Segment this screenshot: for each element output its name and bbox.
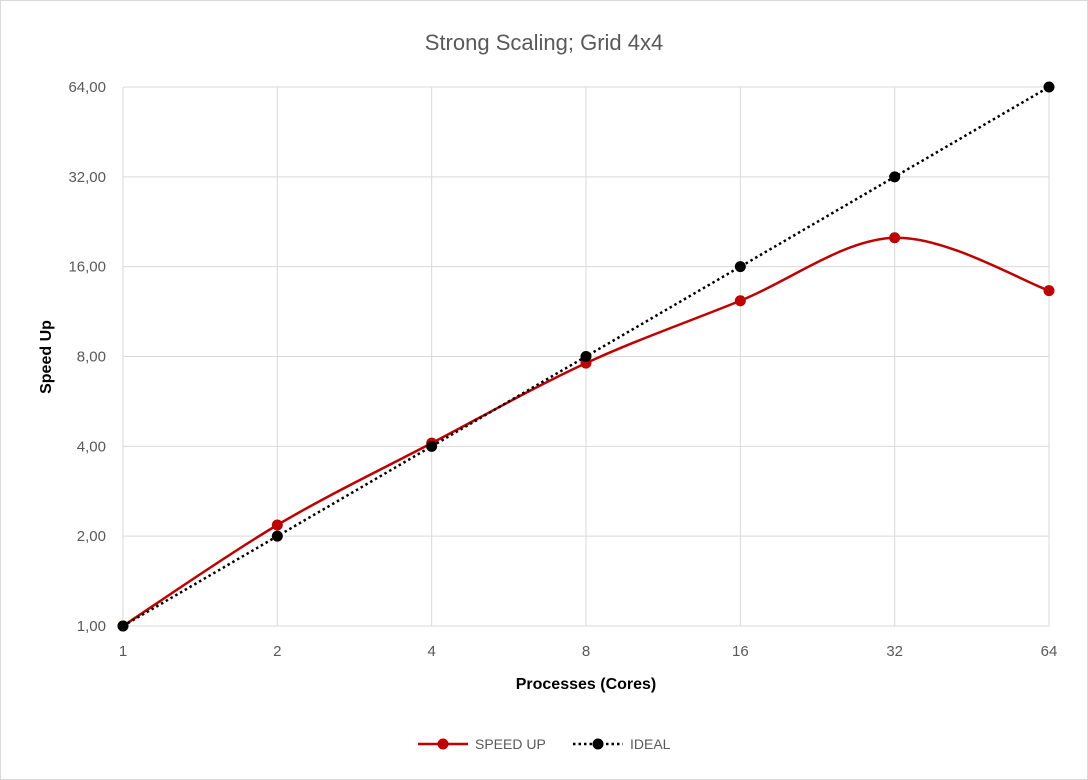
legend: SPEED UP IDEAL	[418, 736, 671, 752]
data-point	[734, 261, 746, 273]
legend-marker	[592, 738, 604, 750]
legend-label: SPEED UP	[475, 736, 546, 752]
chart-title: Strong Scaling; Grid 4x4	[425, 30, 663, 55]
y-tick-label: 8,00	[77, 349, 106, 366]
x-tick-label: 64	[1041, 643, 1058, 660]
data-point	[271, 519, 283, 531]
x-tick-label: 4	[427, 643, 435, 660]
data-point	[426, 440, 438, 452]
data-point	[117, 620, 129, 632]
y-tick-label: 1,00	[77, 618, 106, 635]
y-tick-label: 2,00	[77, 528, 106, 545]
data-point	[1043, 81, 1055, 93]
x-axis-title: Processes (Cores)	[516, 676, 657, 693]
x-tick-label: 1	[119, 643, 127, 660]
data-point	[580, 351, 592, 362]
y-tick-label: 16,00	[68, 259, 106, 276]
y-tick-label: 4,00	[77, 438, 106, 455]
x-tick-label: 32	[886, 643, 903, 660]
legend-marker	[437, 738, 449, 750]
y-axis-title: Speed Up	[38, 320, 55, 394]
legend-item-speed-up: SPEED UP	[418, 736, 546, 752]
legend-item-ideal: IDEAL	[573, 736, 671, 752]
x-tick-label: 8	[582, 643, 590, 660]
data-point	[271, 530, 283, 542]
data-point	[734, 295, 746, 307]
series-group	[117, 81, 1055, 632]
y-tick-label: 32,00	[68, 169, 106, 186]
data-point	[889, 171, 901, 183]
y-tick-label: 64,00	[68, 79, 106, 96]
x-tick-label: 16	[732, 643, 749, 660]
data-point	[889, 232, 901, 244]
x-tick-labels: 1 2 4 8 16 32 64	[119, 643, 1058, 660]
data-point	[1043, 285, 1055, 297]
y-tick-labels: 1,00 2,00 4,00 8,00 16,00 32,00 64,00	[68, 79, 106, 635]
series-ideal	[117, 81, 1055, 632]
legend-label: IDEAL	[630, 736, 671, 752]
x-tick-label: 2	[273, 643, 281, 660]
